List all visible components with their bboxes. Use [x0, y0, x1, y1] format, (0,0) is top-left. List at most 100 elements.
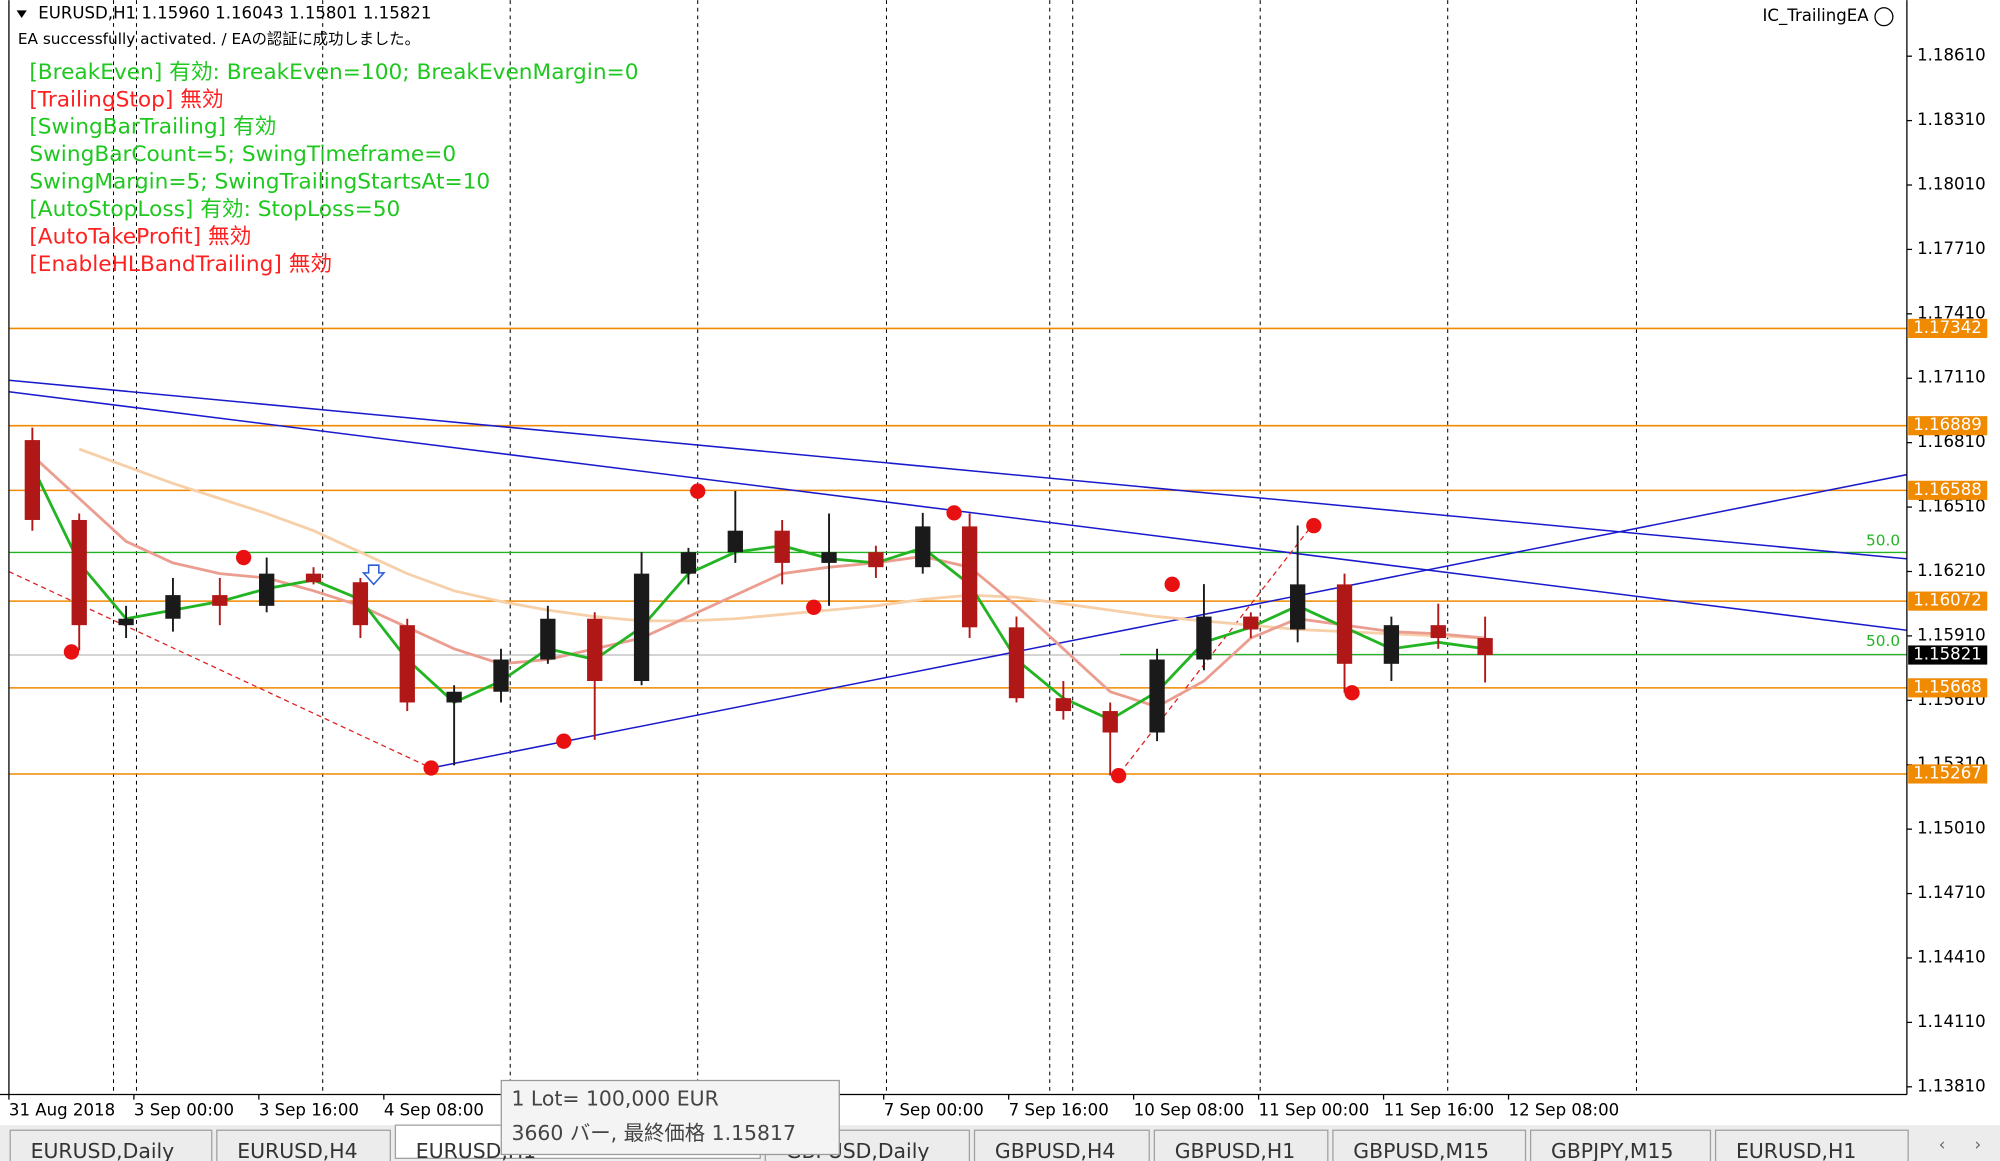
- tab[interactable]: [1153, 1129, 1329, 1161]
- tabs: EURUSD,Daily EURUSD,H4 EURUSD,H1 GBPUSD,Dai…: [9, 1124, 1909, 1161]
- tab[interactable]: [216, 1129, 391, 1161]
- tab-label[interactable]: EURUSD,H4: [237, 1139, 357, 1161]
- swing-line: [8, 570, 432, 769]
- x-tick-label: 31 Aug 2018: [9, 1101, 115, 1120]
- swing-dot: [235, 549, 252, 566]
- x-tick-label: 3 Sep 16:00: [259, 1101, 359, 1120]
- tab-label[interactable]: GBPJPY,M15: [1551, 1139, 1673, 1161]
- arrow-icon: [361, 564, 386, 586]
- candle-body: [446, 691, 462, 703]
- status-line: [BreakEven] 有効: BreakEven=100; BreakEven…: [29, 60, 638, 85]
- y-tick-label: 1.15010: [1917, 819, 1986, 838]
- x-tick-label: 12 Sep 08:00: [1509, 1101, 1620, 1120]
- trend-line: [430, 473, 1908, 769]
- drawings: [8, 379, 1908, 774]
- price-label: 1.15821: [1913, 645, 1982, 664]
- swing-line: [1119, 522, 1315, 774]
- tab[interactable]: [1714, 1129, 1909, 1161]
- status-line: [SwingBarTrailing] 有効: [29, 115, 276, 140]
- tab-scroll-left[interactable]: ‹: [1939, 1135, 1946, 1154]
- y-tick-label: 1.14110: [1917, 1012, 1986, 1031]
- x-tick-label: 11 Sep 00:00: [1259, 1101, 1370, 1120]
- ma-line: [31, 465, 1486, 722]
- candle-body: [587, 618, 603, 681]
- x-tick-label: 7 Sep 00:00: [884, 1101, 984, 1120]
- candle-body: [399, 625, 415, 703]
- candle-body: [1149, 659, 1165, 733]
- candle-body: [24, 440, 41, 520]
- tab-label[interactable]: GBPUSD,H4: [995, 1139, 1115, 1161]
- x-tick-label: 3 Sep 00:00: [134, 1101, 234, 1120]
- candle-body: [1383, 625, 1400, 664]
- level-label: 1.17342: [1913, 318, 1982, 337]
- status-line: SwingMargin=5; SwingTrailingStartsAt=10: [29, 170, 490, 195]
- ea-icon[interactable]: [1874, 7, 1894, 27]
- level-tag: [1908, 480, 1988, 500]
- swing-dot: [1344, 685, 1360, 701]
- period-separators: [113, 0, 1637, 1095]
- swing-points: [63, 483, 1360, 784]
- tab-scroll-right[interactable]: ›: [1974, 1135, 1981, 1154]
- swing-dot: [806, 599, 822, 615]
- candle-body: [165, 595, 181, 619]
- candle-body: [727, 530, 743, 553]
- candle-body: [1290, 584, 1306, 630]
- candle-body: [259, 573, 275, 606]
- swing-dot: [946, 505, 962, 521]
- menu-triangle[interactable]: [16, 10, 27, 18]
- level-label: 1.15668: [1913, 677, 1982, 696]
- trend-line: [8, 379, 1907, 560]
- tooltip-line: 1 Lot= 100,000 EUR: [511, 1087, 718, 1111]
- y-tick-label: 1.16510: [1917, 497, 1986, 516]
- x-tick-label: 11 Sep 16:00: [1384, 1101, 1495, 1120]
- level-label: 1.16588: [1913, 480, 1982, 499]
- level-tag: [1908, 764, 1988, 784]
- candle-body: [1055, 698, 1072, 712]
- candle-body: [305, 573, 322, 583]
- status-line: [EnableHLBandTrailing] 無効: [29, 252, 332, 277]
- ea-message: EA successfully activated. / EAの認証に成功しまし…: [18, 30, 420, 48]
- tab-label[interactable]: GBPUSD,H1: [1175, 1139, 1295, 1161]
- tab-label[interactable]: EURUSD,Daily: [31, 1139, 175, 1161]
- swing-dot: [1306, 518, 1322, 534]
- y-tick-label: 1.18010: [1917, 175, 1986, 194]
- swing-dot: [1164, 576, 1180, 592]
- candle-body: [493, 659, 509, 692]
- tab[interactable]: [973, 1129, 1150, 1161]
- tab[interactable]: [1332, 1129, 1527, 1161]
- tooltip: [500, 1079, 840, 1156]
- status-line: [AutoStopLoss] 有効: StopLoss=50: [29, 197, 400, 222]
- candle-body: [1477, 638, 1493, 656]
- y-tick-label: 1.14410: [1917, 947, 1986, 966]
- level-tag: [1908, 318, 1988, 339]
- swing-dot: [1110, 768, 1127, 784]
- candle-body: [1008, 627, 1025, 699]
- y-tick-label: 1.16210: [1917, 561, 1986, 580]
- level-tag: [1908, 591, 1988, 611]
- status-line: SwingBarCount=5; SwingTimeframe=0: [29, 142, 456, 167]
- candle-body: [774, 530, 790, 563]
- y-tick-label: 1.14710: [1917, 883, 1986, 902]
- candles: [24, 427, 1493, 776]
- tab-label[interactable]: GBPUSD,M15: [1353, 1139, 1489, 1161]
- ma-line: [31, 454, 1486, 709]
- candle-body: [633, 573, 650, 681]
- swing-dot: [63, 644, 80, 660]
- candle-body: [1336, 584, 1353, 664]
- x-tick-label: 4 Sep 08:00: [384, 1101, 484, 1120]
- level-label: 1.16889: [1913, 415, 1982, 434]
- tab[interactable]: [1529, 1129, 1712, 1161]
- tab-label[interactable]: EURUSD,H1: [1736, 1139, 1856, 1161]
- candle-body: [1243, 616, 1259, 630]
- ea-name: IC_TrailingEA: [1763, 6, 1870, 26]
- candle-body: [118, 618, 134, 626]
- tab[interactable]: [9, 1129, 213, 1161]
- price-tag: [1908, 645, 1988, 665]
- candle-body: [352, 582, 369, 626]
- axes: 1.18610 1.18310 1.18010 1.17710 1.17410 1.171…: [8, 46, 1988, 1120]
- status-line: [TrailingStop] 無効: [29, 87, 223, 112]
- candle-body: [821, 552, 837, 563]
- y-tick-label: 1.17410: [1917, 303, 1986, 322]
